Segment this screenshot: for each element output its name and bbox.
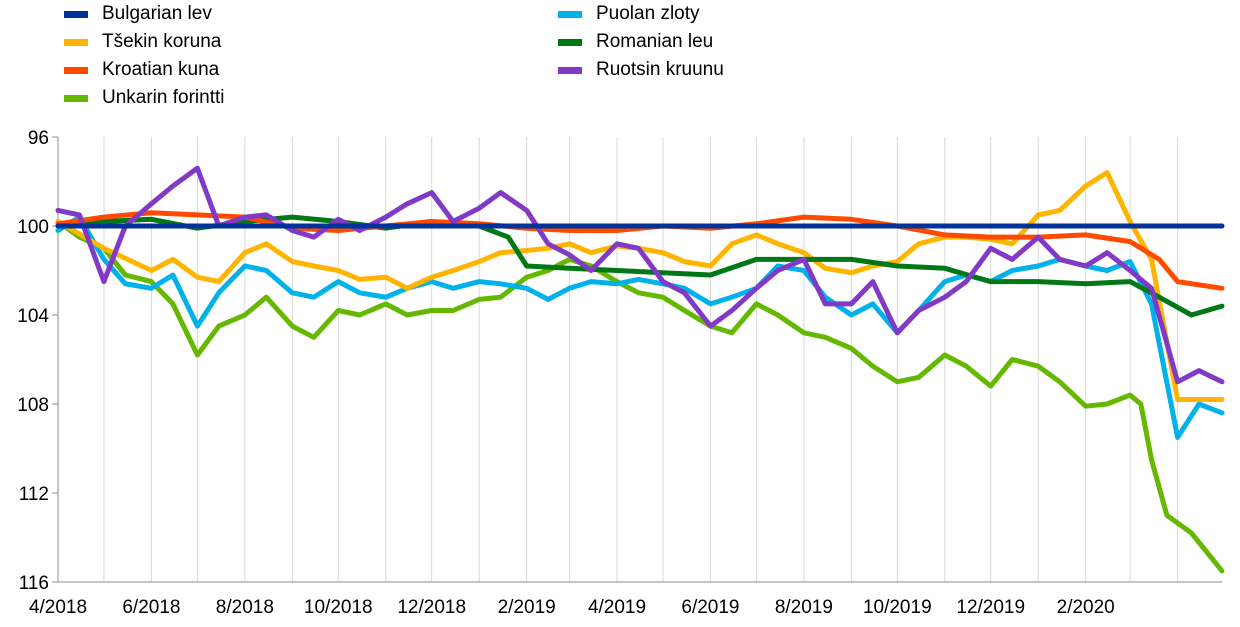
x-tick-label: 10/2019 [863,597,932,618]
y-tick-label: 96 [28,128,49,149]
x-tick-label: 4/2018 [29,597,87,618]
legend-label: Puolan zloty [596,3,700,24]
vertical-gridlines [57,137,1179,582]
x-tick-label: 6/2019 [681,597,739,618]
legend-label: Tšekin koruna [102,31,222,52]
legend-label: Ruotsin kruunu [596,59,724,80]
legend-swatch [558,10,582,18]
x-tick-label: 8/2018 [216,597,274,618]
legend-label: Unkarin forintti [102,87,225,108]
series-line-unkarin-forintti [55,219,1225,574]
legend-swatch [64,38,88,46]
y-tick-label: 100 [17,217,49,238]
x-axis-ticks: 4/2018 6/2018 8/2018 10/2018 12/2018 2/2019 4/… [29,597,1115,618]
series-line-t-ekin-koruna [55,170,1225,402]
x-tick-label: 10/2018 [304,597,373,618]
y-axis-ticks: 96 100 104 108 112 116 [17,128,58,594]
legend-item-ruotsin-kruunu: Ruotsin kruunu [558,56,724,84]
series-lines [55,165,1225,574]
legend-item-romanian-leu: Romanian leu [558,28,713,56]
x-tick-label: 2/2020 [1057,597,1115,618]
series-line-puolan-zloty [55,214,1225,440]
series-line-romanian-leu [55,214,1225,318]
x-tick-label: 12/2018 [397,597,466,618]
legend-swatch [558,66,582,74]
legend-label: Kroatian kuna [102,59,220,80]
x-tick-label: 4/2019 [588,597,646,618]
x-tick-label: 8/2019 [775,597,833,618]
x-tick-label: 12/2019 [956,597,1025,618]
legend-swatch [558,38,582,46]
legend-item-tsekin-koruna: Tšekin koruna [64,28,221,56]
legend-swatch [64,66,88,74]
y-tick-label: 116 [19,573,49,594]
legend-label: Bulgarian lev [102,3,212,24]
legend-label: Romanian leu [596,31,714,52]
legend-swatch [64,94,88,102]
legend-item-unkarin-forintti: Unkarin forintti [64,84,225,112]
x-tick-label: 6/2018 [122,597,180,618]
legend-swatch [64,10,88,18]
y-tick-label: 112 [19,484,49,505]
legend: Bulgarian lev Tšekin koruna Kroatian kun… [0,0,1240,120]
legend-item-puolan-zloty: Puolan zloty [558,0,700,28]
x-tick-label: 2/2019 [498,597,556,618]
y-tick-label: 104 [17,306,49,327]
legend-item-kroatian-kuna: Kroatian kuna [64,56,219,84]
axes [57,137,1222,583]
series-line-ruotsin-kruunu [55,165,1225,385]
legend-item-bulgarian-lev: Bulgarian lev [64,0,212,28]
y-tick-label: 108 [17,395,49,416]
